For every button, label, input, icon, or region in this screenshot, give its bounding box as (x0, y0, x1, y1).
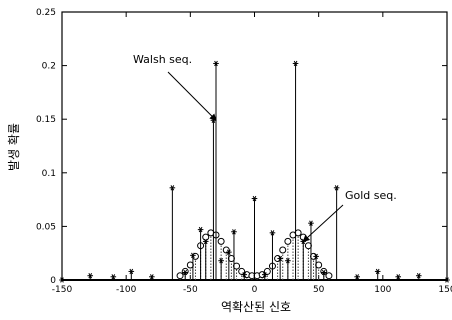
walsh-point (277, 255, 283, 262)
gold-point (222, 246, 230, 254)
walsh-point (333, 185, 340, 191)
walsh-point (149, 274, 155, 280)
walsh-point (87, 273, 94, 279)
x-tick-label: -50 (183, 285, 198, 295)
annotation-arrow (302, 204, 344, 243)
walsh-point (231, 229, 237, 235)
walsh-point (182, 269, 188, 276)
x-tick-label: -150 (52, 285, 73, 295)
y-tick-label: 0.15 (36, 115, 56, 125)
annotation-arrow (167, 71, 217, 121)
walsh-point (444, 277, 450, 283)
x-axis-label: 역확산된 신호 (221, 300, 291, 314)
walsh-point (59, 277, 65, 283)
walsh-point (285, 258, 291, 264)
walsh-point (354, 274, 360, 280)
walsh-point (321, 269, 327, 276)
walsh-point (251, 195, 258, 202)
walsh-point (110, 274, 117, 280)
walsh-point (197, 226, 204, 233)
walsh-point (269, 230, 276, 236)
walsh-point (308, 220, 314, 226)
walsh-point (190, 252, 196, 259)
x-tick-label: 50 (313, 285, 325, 295)
y-axis-label: 발생 확률 (7, 123, 21, 171)
walsh-point (218, 258, 224, 264)
walsh-point (213, 60, 219, 67)
x-tick-label: 100 (374, 285, 391, 295)
walsh-point (374, 268, 381, 275)
annotations: Walsh seq. Gold seq. (133, 53, 397, 243)
gold-point (279, 246, 287, 254)
y-tick-label: 0.25 (36, 8, 56, 18)
y-tick-label: 0.2 (42, 62, 56, 72)
y-tick-label: 0 (50, 276, 56, 286)
walsh-point (261, 271, 268, 278)
gold-point (176, 272, 184, 280)
y-tick-label: 0.1 (42, 169, 56, 179)
walsh-point (241, 271, 248, 278)
x-tick-label: 0 (252, 285, 258, 295)
walsh-point (202, 238, 209, 245)
y-axis-ticks: 0 0.05 0.1 0.15 0.2 0.25 (36, 8, 447, 286)
annotation-label: Walsh seq. (133, 53, 192, 66)
walsh-point (292, 60, 299, 67)
walsh-point (415, 273, 422, 279)
walsh-point (395, 274, 402, 280)
x-axis-ticks: -150 -100 -50 0 50 100 150 (52, 12, 452, 295)
walsh-point (226, 249, 232, 255)
gold-point (202, 233, 210, 241)
gold-point (284, 237, 292, 245)
walsh-point (128, 268, 135, 275)
chart-marks (59, 60, 450, 283)
y-tick-label: 0.05 (36, 222, 56, 232)
x-tick-label: 150 (438, 285, 452, 295)
gold-point (325, 272, 333, 280)
walsh-point (313, 253, 319, 260)
annotation-label: Gold seq. (345, 189, 397, 202)
gold-point (217, 237, 225, 245)
x-tick-label: -100 (116, 285, 137, 295)
walsh-point (169, 185, 176, 191)
